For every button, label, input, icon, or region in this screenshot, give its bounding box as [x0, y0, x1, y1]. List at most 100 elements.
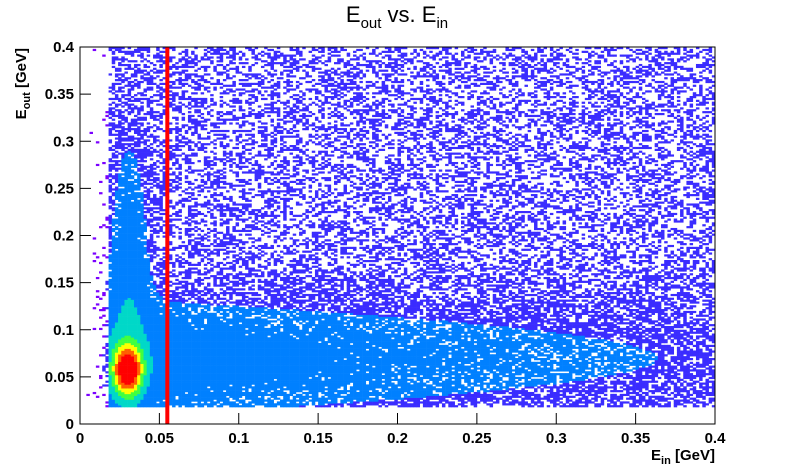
heatmap-cell [140, 94, 143, 96]
heatmap-cell [175, 62, 178, 64]
heatmap-cell [118, 326, 121, 328]
heatmap-cell [124, 177, 127, 179]
heatmap-cell [109, 236, 112, 238]
heatmap-cell [217, 343, 220, 345]
heatmap-cell [147, 207, 150, 209]
heatmap-cell [182, 113, 185, 115]
heatmap-cell [121, 277, 124, 279]
heatmap-cell [121, 375, 124, 377]
heatmap-cell [194, 396, 197, 398]
heatmap-cell [112, 249, 115, 251]
heatmap-cell [150, 277, 153, 279]
heatmap-cell [178, 149, 181, 151]
heatmap-cell [159, 286, 162, 288]
heatmap-cell [229, 219, 232, 221]
heatmap-cell [112, 373, 115, 375]
heatmap-cell [137, 358, 140, 360]
heatmap-cell [147, 260, 150, 262]
heatmap-cell [128, 277, 131, 279]
heatmap-cell [188, 243, 191, 245]
heatmap-cell [229, 347, 232, 349]
heatmap-cell [201, 239, 204, 241]
heatmap-cell [229, 239, 232, 241]
heatmap-cell [131, 347, 134, 349]
heatmap-cell [121, 166, 124, 168]
heatmap-cell [124, 364, 127, 366]
heatmap-cell [210, 373, 213, 375]
heatmap-cell [191, 375, 194, 377]
heatmap-cell [137, 160, 140, 162]
heatmap-cell [121, 196, 124, 198]
heatmap-cell [112, 177, 115, 179]
heatmap-cell [191, 122, 194, 124]
heatmap-cell [128, 383, 131, 385]
heatmap-cell [150, 254, 153, 256]
heatmap-cell [217, 398, 220, 400]
heatmap-cell [204, 381, 207, 383]
heatmap-cell [112, 222, 115, 224]
heatmap-cell [140, 77, 143, 79]
heatmap-cell [128, 236, 131, 238]
heatmap-cell [188, 117, 191, 119]
heatmap-cell [131, 283, 134, 285]
heatmap-cell [124, 388, 127, 390]
heatmap-cell [137, 249, 140, 251]
heatmap-cell [137, 113, 140, 115]
heatmap-cell [220, 104, 223, 106]
heatmap-cell [134, 162, 137, 164]
heatmap-cell [131, 350, 134, 352]
heatmap-cell [112, 358, 115, 360]
heatmap-cell [134, 330, 137, 332]
heatmap-cell [115, 115, 118, 117]
heatmap-cell [153, 177, 156, 179]
heatmap-cell [128, 160, 131, 162]
heatmap-cell [156, 264, 159, 266]
heatmap-cell [226, 394, 229, 396]
heatmap-cell [191, 400, 194, 402]
heatmap-cell [137, 173, 140, 175]
heatmap-cell [169, 386, 172, 388]
heatmap-cell [121, 298, 124, 300]
heatmap-cell [204, 354, 207, 356]
heatmap-cell [185, 170, 188, 172]
heatmap-cell [134, 341, 137, 343]
heatmap-cell [128, 403, 131, 405]
heatmap-cell [124, 286, 127, 288]
heatmap-cell [131, 121, 134, 123]
heatmap-cell [134, 228, 137, 230]
heatmap-cell [197, 405, 200, 407]
heatmap-cell [197, 237, 200, 239]
heatmap-cell [156, 203, 159, 205]
heatmap-cell [124, 335, 127, 337]
heatmap-cell [115, 109, 118, 111]
heatmap-cell [153, 383, 156, 385]
heatmap-cell [115, 237, 118, 239]
heatmap-cell [118, 115, 121, 117]
heatmap-cell [121, 315, 124, 317]
heatmap-cell [182, 403, 185, 405]
heatmap-cell [109, 384, 112, 386]
heatmap-cell [207, 111, 210, 113]
heatmap-cell [144, 281, 147, 283]
heatmap-cell [134, 98, 137, 100]
heatmap-cell [213, 249, 216, 251]
heatmap-cell [153, 219, 156, 221]
heatmap-cell [115, 330, 118, 332]
heatmap-cell [124, 186, 127, 188]
heatmap-cell [121, 94, 124, 96]
heatmap-cell [175, 296, 178, 298]
heatmap-cell [172, 337, 175, 339]
heatmap-cell [172, 181, 175, 183]
heatmap-cell [131, 143, 134, 145]
heatmap-cell [118, 147, 121, 149]
heatmap-cell [194, 362, 197, 364]
heatmap-cell [137, 347, 140, 349]
heatmap-cell [210, 100, 213, 102]
heatmap-cell [210, 315, 213, 317]
heatmap-cell [144, 352, 147, 354]
heatmap-cell [210, 362, 213, 364]
heatmap-cell [188, 149, 191, 151]
heatmap-cell [159, 334, 162, 336]
heatmap-cell [115, 170, 118, 172]
heatmap-cell [182, 339, 185, 341]
